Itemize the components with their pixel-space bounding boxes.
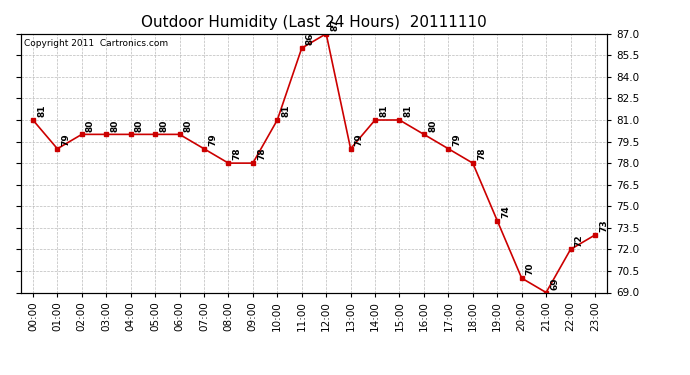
Text: 72: 72 [575, 234, 584, 247]
Text: 81: 81 [282, 105, 290, 117]
Text: 70: 70 [526, 263, 535, 275]
Text: 79: 79 [61, 133, 70, 146]
Text: 79: 79 [355, 133, 364, 146]
Text: 81: 81 [380, 105, 388, 117]
Text: 78: 78 [257, 148, 266, 160]
Text: 78: 78 [233, 148, 241, 160]
Text: 86: 86 [306, 33, 315, 45]
Text: 79: 79 [453, 133, 462, 146]
Text: 78: 78 [477, 148, 486, 160]
Text: Copyright 2011  Cartronics.com: Copyright 2011 Cartronics.com [23, 39, 168, 48]
Title: Outdoor Humidity (Last 24 Hours)  20111110: Outdoor Humidity (Last 24 Hours) 2011111… [141, 15, 487, 30]
Text: 74: 74 [502, 205, 511, 218]
Text: 80: 80 [184, 119, 193, 132]
Text: 80: 80 [86, 119, 95, 132]
Text: 80: 80 [110, 119, 119, 132]
Text: 80: 80 [135, 119, 144, 132]
Text: 69: 69 [550, 277, 560, 290]
Text: 81: 81 [404, 105, 413, 117]
Text: 80: 80 [428, 119, 437, 132]
Text: 73: 73 [599, 220, 608, 232]
Text: 80: 80 [159, 119, 168, 132]
Text: 87: 87 [331, 18, 339, 31]
Text: 79: 79 [208, 133, 217, 146]
Text: 81: 81 [37, 105, 46, 117]
